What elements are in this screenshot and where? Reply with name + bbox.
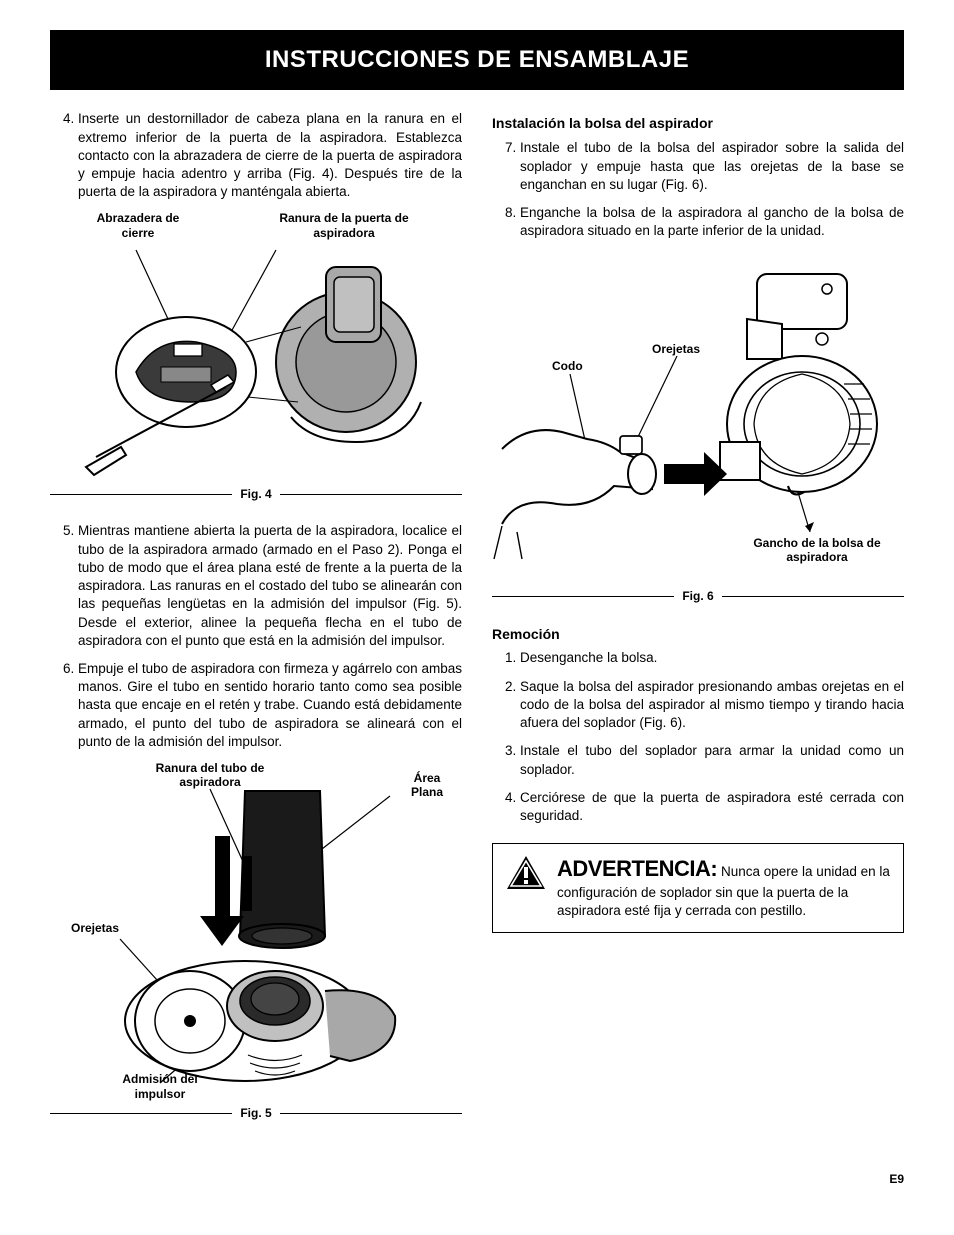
fig4-label-slot: Ranura de la puerta de aspiradora bbox=[269, 211, 419, 240]
removal-heading: Remoción bbox=[492, 625, 904, 644]
figure-5: Ranura del tubo de aspiradora Área Plana… bbox=[50, 761, 462, 1121]
right-column: Instalación la bolsa del aspirador Insta… bbox=[492, 110, 904, 1141]
left-column: Inserte un destornillador de cabeza plan… bbox=[50, 110, 462, 1141]
fig5-caption: Fig. 5 bbox=[232, 1105, 279, 1121]
page-header: INSTRUCCIONES DE ENSAMBLAJE bbox=[50, 30, 904, 90]
content-columns: Inserte un destornillador de cabeza plan… bbox=[50, 110, 904, 1141]
figure-4: Abrazadera de cierre Ranura de la puerta… bbox=[50, 211, 462, 502]
fig5-illustration bbox=[50, 761, 430, 1101]
step-4: Inserte un destornillador de cabeza plan… bbox=[78, 110, 462, 201]
warning-title: ADVERTENCIA: bbox=[557, 856, 717, 881]
fig6-caption: Fig. 6 bbox=[674, 588, 721, 604]
steps-list-left: Inserte un destornillador de cabeza plan… bbox=[50, 110, 462, 201]
figure-6: Codo Orejetas Gancho de la bolsa de aspi… bbox=[492, 264, 904, 604]
rem-3: Instale el tubo del soplador para armar … bbox=[520, 742, 904, 778]
step-5: Mientras mantiene abierta la puerta de l… bbox=[78, 522, 462, 650]
fig4-caption: Fig. 4 bbox=[232, 486, 279, 502]
page-number: E9 bbox=[50, 1171, 904, 1187]
fig6-illustration bbox=[492, 264, 892, 584]
rem-1: Desenganche la bolsa. bbox=[520, 649, 904, 667]
install-heading: Instalación la bolsa del aspirador bbox=[492, 114, 904, 133]
fig4-label-clamp: Abrazadera de cierre bbox=[93, 211, 183, 240]
step-7: Instale el tubo de la bolsa del aspirado… bbox=[520, 139, 904, 194]
removal-list: Desenganche la bolsa. Saque la bolsa del… bbox=[492, 649, 904, 825]
rem-4: Cerciórese de que la puerta de aspirador… bbox=[520, 789, 904, 825]
step-8: Enganche la bolsa de la aspiradora al ga… bbox=[520, 204, 904, 240]
steps-list-right: Instale el tubo de la bolsa del aspirado… bbox=[492, 139, 904, 240]
steps-list-left-2: Mientras mantiene abierta la puerta de l… bbox=[50, 522, 462, 751]
warning-box: ADVERTENCIA: Nunca opere la unidad en la… bbox=[492, 843, 904, 933]
rem-2: Saque la bolsa del aspirador presionando… bbox=[520, 678, 904, 733]
fig4-illustration bbox=[66, 242, 446, 482]
step-6: Empuje el tubo de aspiradora con firmeza… bbox=[78, 660, 462, 751]
warning-text: ADVERTENCIA: Nunca opere la unidad en la… bbox=[557, 854, 891, 920]
warning-icon bbox=[505, 854, 547, 920]
